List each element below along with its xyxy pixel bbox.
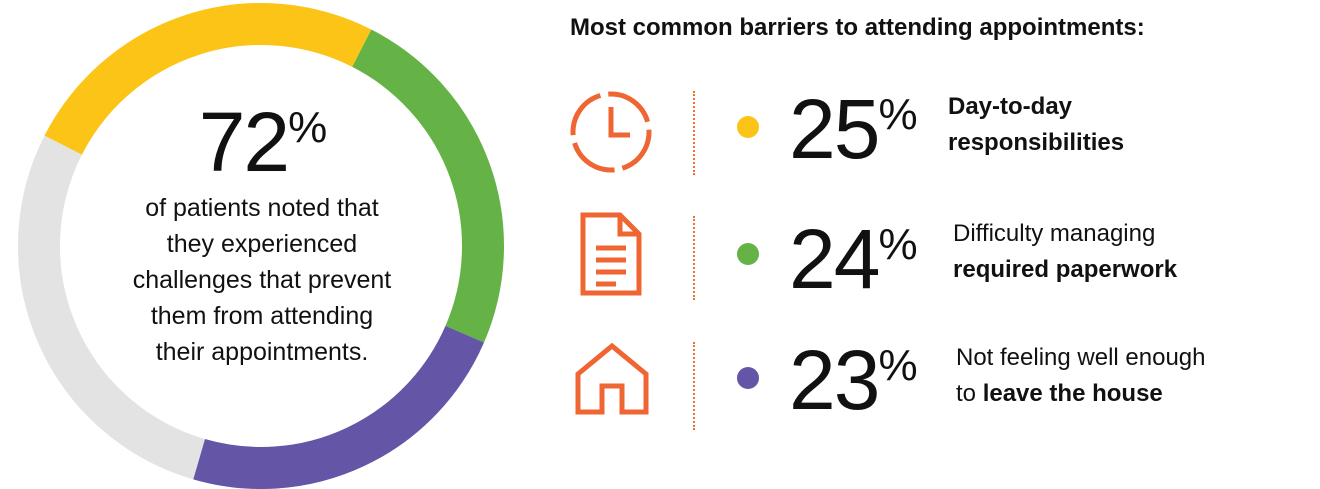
- barrier-row-3: 23% Not feeling well enough to leave the…: [0, 330, 1320, 440]
- donut-slice-3: [193, 325, 485, 489]
- barrier-value: 23%: [789, 333, 918, 427]
- headline-block: 72% of patients noted that they experien…: [92, 100, 432, 370]
- donut-slice-4: [18, 135, 206, 480]
- clock-icon: [570, 91, 652, 173]
- barrier-label: Not feeling well enough to leave the hou…: [956, 344, 1206, 407]
- bullet-green: [737, 243, 759, 265]
- barrier-value: 25%: [789, 82, 918, 176]
- barrier-label: Day-to-day responsibilities: [948, 93, 1125, 156]
- row-divider: [693, 216, 695, 300]
- donut-slice-2: [352, 29, 504, 343]
- row-divider: [693, 342, 695, 430]
- row-divider: [693, 91, 695, 175]
- barrier-row-1: 25% Day-to-day responsibilities: [0, 75, 1320, 185]
- donut-chart: [18, 3, 504, 489]
- barriers-heading: Most common barriers to attending appoin…: [570, 14, 1145, 41]
- barrier-row-2: 24% Difficulty managing required paperwo…: [0, 200, 1320, 310]
- barrier-value: 24%: [789, 212, 918, 306]
- barrier-label: Difficulty managing required paperwork: [953, 220, 1178, 283]
- house-icon: [575, 342, 649, 415]
- donut-slice-1: [44, 3, 372, 155]
- headline-caption: of patients noted that they experienced …: [132, 194, 392, 366]
- headline-percentage: 72%: [198, 95, 328, 189]
- bullet-purple: [737, 367, 759, 389]
- document-icon: [580, 212, 642, 296]
- bullet-yellow: [737, 116, 759, 138]
